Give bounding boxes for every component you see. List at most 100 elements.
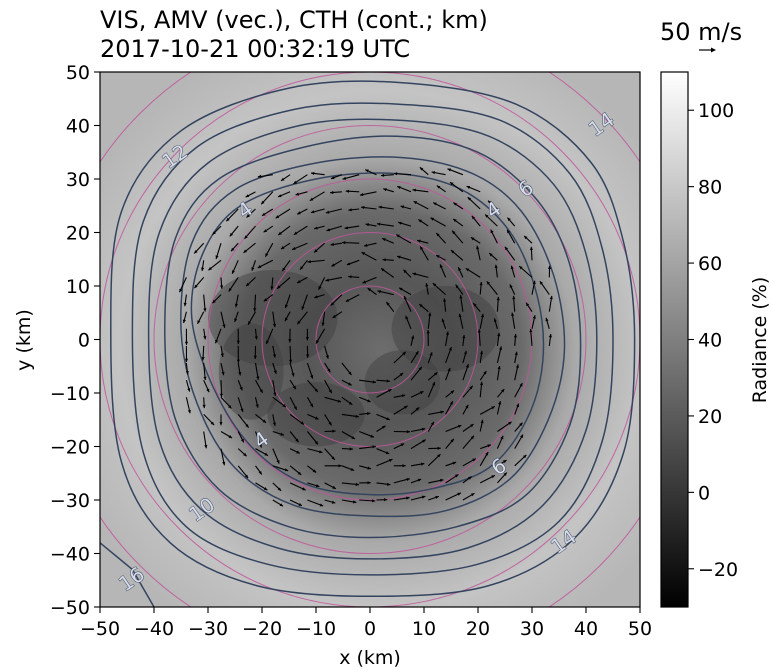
amv-vector bbox=[376, 379, 390, 383]
amv-vector bbox=[203, 431, 208, 449]
amv-vector bbox=[400, 205, 412, 210]
amv-vector bbox=[289, 482, 306, 491]
amv-vector bbox=[506, 229, 516, 244]
amv-vector bbox=[237, 362, 242, 376]
cth-contour-8 bbox=[164, 135, 582, 539]
amv-vector bbox=[496, 346, 503, 364]
amv-vector bbox=[539, 280, 550, 295]
amv-vector bbox=[462, 364, 469, 381]
amv-vector bbox=[330, 190, 342, 195]
amv-vector bbox=[466, 185, 481, 193]
x-axis: −50 −40 −30 −20 −10 0 10 20 30 40 50 bbox=[80, 607, 652, 640]
amv-vector bbox=[255, 482, 268, 491]
amv-vector bbox=[487, 200, 498, 210]
amv-vector bbox=[462, 492, 475, 501]
amv-vector bbox=[276, 276, 291, 290]
amv-vector bbox=[289, 397, 298, 410]
amv-vector bbox=[324, 396, 342, 403]
amv-vector bbox=[419, 166, 429, 176]
amv-vector bbox=[245, 276, 256, 287]
amv-vector bbox=[359, 191, 377, 197]
amv-vector bbox=[261, 208, 274, 217]
amv-vector bbox=[264, 242, 274, 257]
amv-vector bbox=[307, 465, 317, 473]
amv-vector bbox=[396, 255, 412, 261]
amv-vector bbox=[419, 246, 429, 261]
amv-vector bbox=[435, 254, 446, 261]
amv-vector bbox=[245, 191, 256, 198]
amv-vector bbox=[272, 414, 276, 427]
colorbar-tick-label: 80 bbox=[698, 177, 722, 199]
range-ring bbox=[153, 125, 587, 554]
amv-vector bbox=[430, 217, 446, 227]
amv-vector bbox=[306, 397, 314, 408]
range-ring bbox=[261, 232, 479, 447]
amv-vector bbox=[220, 345, 224, 357]
amv-vector bbox=[436, 185, 446, 193]
amv-vector bbox=[263, 294, 274, 302]
amv-vector bbox=[496, 365, 501, 381]
amv-vector bbox=[418, 219, 429, 227]
y-tick-label: −40 bbox=[50, 544, 90, 566]
amv-vector bbox=[307, 259, 325, 264]
amv-vector bbox=[193, 242, 205, 254]
x-tick-label: 20 bbox=[466, 618, 490, 640]
colorbar-tick-label: 100 bbox=[698, 100, 734, 122]
amv-vector bbox=[289, 379, 297, 390]
amv-vector bbox=[381, 237, 395, 244]
amv-vector bbox=[299, 259, 308, 270]
amv-vector bbox=[179, 277, 187, 293]
amv-vector bbox=[547, 265, 552, 278]
amv-vector bbox=[272, 465, 289, 472]
amv-vector bbox=[451, 230, 464, 244]
amv-vector bbox=[289, 413, 305, 425]
amv-vector bbox=[479, 474, 496, 484]
amv-vector bbox=[330, 242, 342, 246]
amv-vector bbox=[237, 379, 243, 391]
amv-vector bbox=[447, 168, 464, 176]
amv-vector bbox=[257, 174, 273, 178]
amv-vector bbox=[253, 345, 257, 360]
amv-vector bbox=[445, 400, 454, 415]
amv-vector bbox=[410, 406, 420, 415]
x-tick-label: 30 bbox=[520, 618, 544, 640]
amv-vector bbox=[488, 252, 498, 261]
amv-vector bbox=[493, 318, 498, 329]
amv-vector bbox=[310, 171, 325, 176]
amv-vector bbox=[324, 379, 333, 394]
amv-vector bbox=[462, 350, 467, 364]
amv-vector bbox=[496, 332, 501, 346]
amv-vector bbox=[307, 499, 324, 507]
amv-vector bbox=[395, 234, 412, 244]
amv-vector bbox=[496, 400, 502, 415]
colorbar-tick-label: −20 bbox=[698, 559, 738, 581]
amv-vector bbox=[272, 362, 277, 375]
amv-vector bbox=[479, 419, 484, 432]
amv-vector bbox=[272, 396, 287, 408]
amv-vector bbox=[246, 208, 256, 218]
amv-vector bbox=[514, 364, 519, 381]
amv-vector bbox=[296, 276, 308, 284]
amv-vector bbox=[514, 454, 527, 467]
amv-vector bbox=[289, 431, 300, 443]
amv-vector bbox=[443, 298, 447, 312]
amv-vector bbox=[362, 276, 377, 284]
y-tick-label: 40 bbox=[66, 116, 90, 138]
amv-vector bbox=[479, 281, 483, 295]
chart-title: VIS, AMV (vec.), CTH (cont.; km) bbox=[100, 6, 488, 34]
amv-vector bbox=[462, 334, 466, 346]
amv-vector bbox=[219, 380, 223, 398]
amv-vector bbox=[237, 465, 249, 479]
amv-vector bbox=[383, 188, 394, 193]
amv-vector bbox=[289, 362, 295, 377]
amv-vector bbox=[529, 328, 533, 346]
amv-vector bbox=[324, 448, 336, 461]
amv-vector bbox=[405, 315, 412, 330]
amv-vector bbox=[377, 290, 394, 296]
amv-vector bbox=[244, 225, 256, 240]
amv-vector bbox=[393, 496, 410, 501]
amv-vector bbox=[254, 397, 259, 408]
amv-vector bbox=[427, 421, 435, 432]
amv-vector bbox=[445, 367, 451, 381]
